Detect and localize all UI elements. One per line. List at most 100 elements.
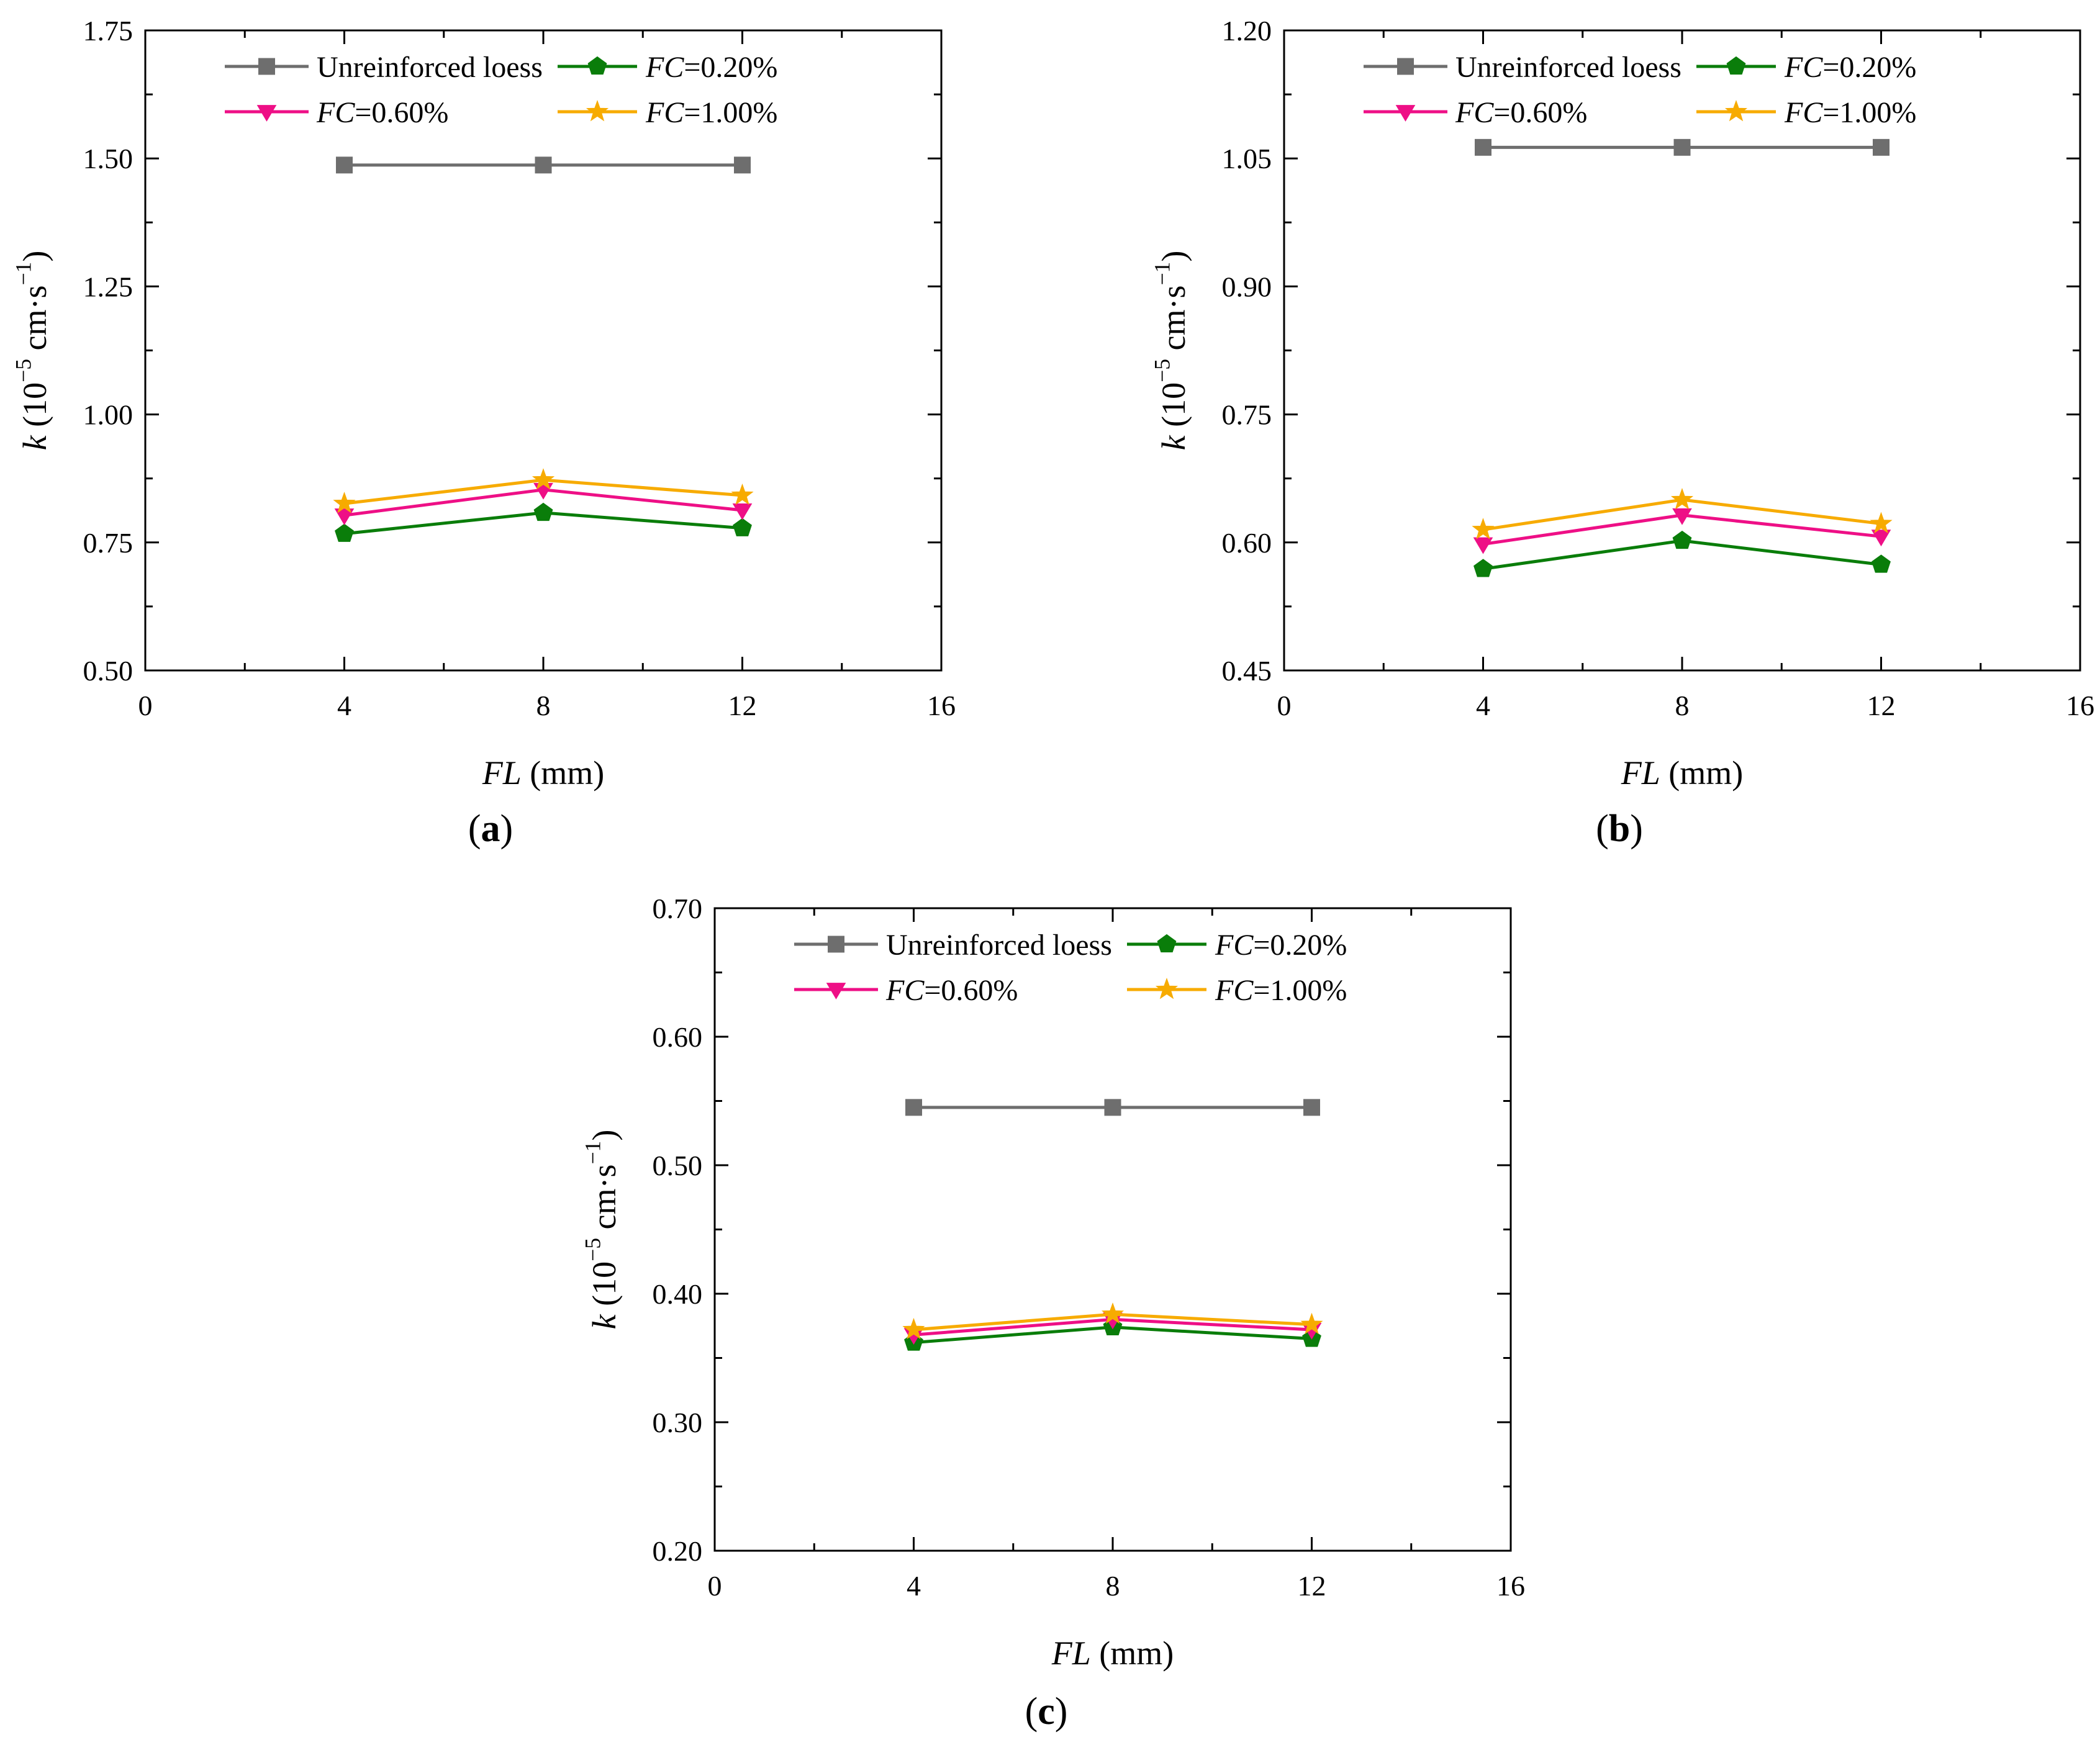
y-tick-label: 0.50 <box>653 1150 703 1181</box>
data-point <box>733 518 752 536</box>
data-point <box>1672 530 1692 549</box>
y-tick-label: 1.00 <box>83 399 134 431</box>
panel-caption: (a) <box>468 808 513 850</box>
x-tick-label: 8 <box>1106 1570 1120 1602</box>
x-tick-label: 8 <box>1675 690 1690 721</box>
data-point <box>1673 138 1691 156</box>
x-tick-label: 16 <box>927 690 956 721</box>
y-tick-label: 0.60 <box>653 1021 703 1053</box>
x-tick-label: 16 <box>1496 1570 1525 1602</box>
data-point <box>1670 488 1694 510</box>
data-point <box>334 508 355 526</box>
panel-caption: (c) <box>1025 1690 1068 1733</box>
x-tick-label: 0 <box>1277 690 1292 721</box>
x-axis-title: FL (mm) <box>1051 1635 1174 1672</box>
y-tick-label: 0.70 <box>653 893 703 924</box>
y-tick-label: 1.05 <box>1222 143 1272 174</box>
data-point <box>532 468 555 490</box>
data-point <box>1473 537 1493 554</box>
y-tick-label: 1.75 <box>83 15 134 47</box>
data-point <box>905 1099 922 1116</box>
chart-panel-a: 0 4 8 12 16 0.50 0.75 1.00 1.25 1.50 1.75 FL (mm) k … <box>11 15 956 850</box>
data-point <box>1871 530 1891 547</box>
legend-marker <box>1395 105 1416 122</box>
y-tick-label: 0.75 <box>83 527 134 559</box>
chart-panel-c: 0 4 8 12 16 0.20 0.30 0.40 0.50 0.60 0.70 FL (mm) k … <box>581 893 1525 1733</box>
legend-label: FC=0.20% <box>645 51 777 84</box>
data-point <box>902 1317 925 1340</box>
legend-label: FC=0.60% <box>885 974 1018 1007</box>
data-point <box>335 523 354 542</box>
y-tick-label: 0.30 <box>653 1407 703 1438</box>
y-axis-title: k (10−5​ cm·s−1​) <box>1150 251 1192 451</box>
x-tick-label: 12 <box>1867 690 1896 721</box>
x-tick-label: 4 <box>337 690 351 721</box>
plot-frame <box>144 29 943 672</box>
legend-label: FC=1.00% <box>1784 96 1916 129</box>
data-point <box>336 156 353 174</box>
data-point <box>1472 518 1495 539</box>
data-point <box>1101 1302 1125 1324</box>
y-tick-label: 1.25 <box>83 271 134 302</box>
legend-marker <box>1157 934 1177 953</box>
legend-label: FC=1.00% <box>645 96 777 129</box>
legend-label: FC=0.60% <box>316 96 448 129</box>
legend-marker <box>1724 99 1748 122</box>
legend-label: FC=0.20% <box>1215 929 1347 962</box>
data-point <box>1473 559 1493 577</box>
y-tick-label: 0.60 <box>1222 527 1272 559</box>
y-tick-label: 0.20 <box>653 1535 703 1567</box>
y-tick-label: 0.40 <box>653 1278 703 1310</box>
y-tick-label: 0.45 <box>1222 655 1272 687</box>
data-point <box>1475 138 1491 156</box>
x-tick-label: 0 <box>708 1570 722 1602</box>
data-point <box>535 156 552 174</box>
legend-marker <box>256 105 277 122</box>
plot-frame <box>1283 29 2081 672</box>
legend: Unreinforced loess FC=0.20% FC=0.60% FC=1.0… <box>794 929 1347 1007</box>
x-tick-label: 4 <box>1476 690 1490 721</box>
data-point <box>533 502 553 521</box>
legend: Unreinforced loess FC=0.20% FC=0.60% FC=1.0… <box>1364 51 1916 129</box>
x-tick-label: 8 <box>536 690 551 721</box>
data-point <box>734 156 751 174</box>
y-tick-label: 0.90 <box>1222 271 1272 302</box>
legend-label: Unreinforced loess <box>886 929 1112 962</box>
legend-marker <box>258 58 275 75</box>
legend-label: Unreinforced loess <box>1455 51 1681 84</box>
data-point <box>1300 1312 1323 1335</box>
data-point <box>732 503 753 520</box>
legend-label: FC=1.00% <box>1215 974 1347 1007</box>
data-point <box>1104 1099 1121 1116</box>
x-tick-label: 16 <box>2066 690 2094 721</box>
x-tick-label: 12 <box>728 690 757 721</box>
chart-panel-b: 0 4 8 12 16 0.45 0.60 0.75 0.90 1.05 1.20 FL (mm) k … <box>1150 15 2094 850</box>
data-point <box>731 483 754 505</box>
legend-marker <box>828 936 844 953</box>
plot-frame <box>713 907 1512 1552</box>
y-axis-title: k (10−5​ cm·s−1​) <box>581 1130 623 1330</box>
legend-marker <box>587 56 607 75</box>
x-tick-label: 0 <box>138 690 153 721</box>
y-tick-label: 0.75 <box>1222 399 1272 431</box>
data-point <box>1871 554 1891 573</box>
legend-marker <box>1397 58 1414 75</box>
data-point <box>1672 508 1692 525</box>
y-tick-label: 1.20 <box>1222 15 1272 47</box>
x-tick-label: 4 <box>907 1570 921 1602</box>
data-point <box>1873 138 1890 156</box>
data-point <box>1870 512 1893 533</box>
data-point <box>333 492 356 513</box>
legend-marker <box>1155 977 1179 999</box>
legend: Unreinforced loess FC=0.20% FC=0.60% FC=1.0… <box>225 51 777 129</box>
x-axis-title: FL (mm) <box>1621 754 1744 792</box>
x-axis-title: FL (mm) <box>482 754 605 792</box>
y-tick-label: 0.50 <box>83 655 134 687</box>
data-point <box>1303 1099 1320 1116</box>
legend-marker <box>826 983 846 999</box>
y-axis-title: k (10−5​ cm·s−1​) <box>11 251 53 451</box>
legend-label: Unreinforced loess <box>317 51 543 84</box>
panel-caption: (b) <box>1596 808 1643 850</box>
legend-marker <box>1726 56 1746 75</box>
